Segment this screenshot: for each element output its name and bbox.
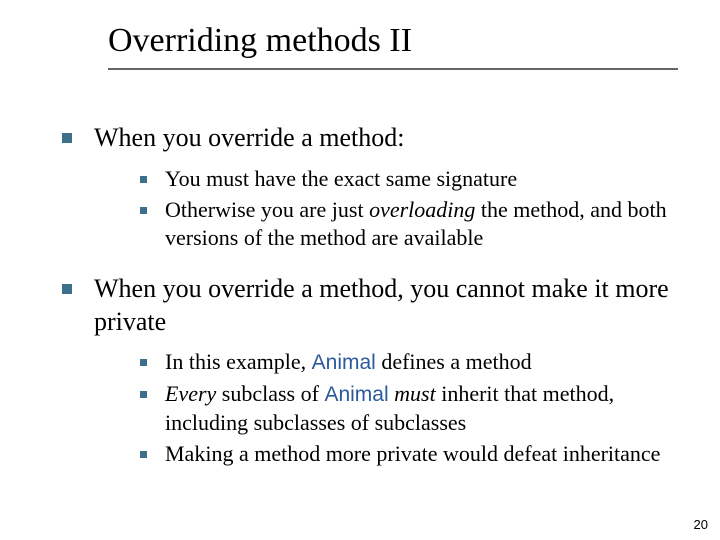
italic-text: must bbox=[389, 381, 436, 406]
sub-point-text: You must have the exact same signature bbox=[165, 165, 517, 193]
title-block: Overriding methods II bbox=[108, 22, 680, 70]
bullet-level2: You must have the exact same signature bbox=[140, 165, 680, 193]
square-bullet-icon bbox=[62, 133, 72, 143]
sub-point-text: Otherwise you are just overloading the m… bbox=[165, 196, 680, 251]
sub-bullet-group: In this example, Animal defines a method… bbox=[140, 348, 680, 468]
page-number: 20 bbox=[694, 517, 708, 532]
slide-title: Overriding methods II bbox=[108, 22, 680, 66]
bullet-level2: Making a method more private would defea… bbox=[140, 440, 680, 468]
bullet-level1: When you override a method, you cannot m… bbox=[62, 273, 680, 338]
square-bullet-icon bbox=[140, 391, 147, 398]
bullet-level2: Otherwise you are just overloading the m… bbox=[140, 196, 680, 251]
sub-bullet-group: You must have the exact same signature O… bbox=[140, 165, 680, 252]
italic-text: Every bbox=[165, 381, 216, 406]
sub-point-text: In this example, Animal defines a method bbox=[165, 348, 532, 376]
point-text: When you override a method, you cannot m… bbox=[94, 273, 680, 338]
code-text: Animal bbox=[324, 383, 388, 406]
text-run: subclass of bbox=[216, 381, 324, 406]
content-area: When you override a method: You must hav… bbox=[62, 122, 680, 490]
square-bullet-icon bbox=[62, 284, 72, 294]
code-text: Animal bbox=[312, 351, 376, 374]
sub-point-text: Every subclass of Animal must inherit th… bbox=[165, 380, 680, 436]
bullet-level2: Every subclass of Animal must inherit th… bbox=[140, 380, 680, 436]
point-text: When you override a method: bbox=[94, 122, 404, 155]
sub-point-text: Making a method more private would defea… bbox=[165, 440, 660, 468]
italic-text: overloading bbox=[369, 197, 475, 222]
square-bullet-icon bbox=[140, 359, 147, 366]
text-run: In this example, bbox=[165, 349, 312, 374]
square-bullet-icon bbox=[140, 207, 147, 214]
text-run: defines a method bbox=[376, 349, 532, 374]
text-run: Otherwise you are just bbox=[165, 197, 369, 222]
title-underline bbox=[108, 68, 678, 70]
square-bullet-icon bbox=[140, 176, 147, 183]
bullet-level1: When you override a method: bbox=[62, 122, 680, 155]
bullet-level2: In this example, Animal defines a method bbox=[140, 348, 680, 376]
square-bullet-icon bbox=[140, 451, 147, 458]
